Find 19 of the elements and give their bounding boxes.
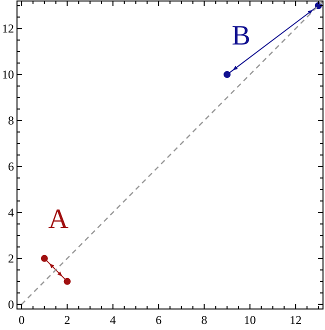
y-tick-label: 6 [8,159,14,174]
x-tick-label: 0 [18,313,25,327]
x-tick-label: 2 [64,313,70,327]
x-tick-label: 6 [156,313,162,327]
y-tick-label: 8 [8,114,14,128]
x-tick-label: 8 [201,313,208,327]
series-label: B [232,20,250,52]
x-tick-label: 4 [110,313,116,327]
x-tick-label: 12 [290,313,302,327]
series-label: A [48,204,70,236]
y-tick-label: 2 [8,251,14,266]
point [224,71,231,78]
y-tick-label: 10 [2,68,14,82]
point [64,278,71,285]
point [40,254,48,262]
y-tick-label: 4 [8,205,14,220]
x-tick-label: 10 [244,313,256,327]
y-tick-label: 12 [2,22,14,36]
y-tick-label: 0 [8,297,14,312]
